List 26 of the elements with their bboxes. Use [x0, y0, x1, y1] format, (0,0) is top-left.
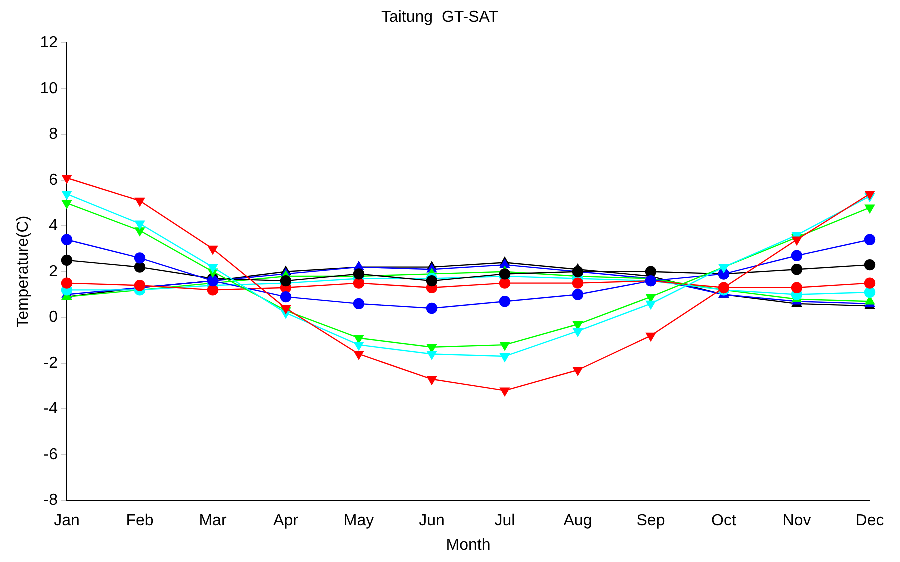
y-tick-label: -8 [44, 492, 58, 510]
y-tick-label: -6 [44, 446, 58, 464]
x-tick-label: Oct [712, 512, 737, 530]
x-tick-label: Feb [126, 512, 154, 530]
y-tick-label: 10 [40, 80, 58, 98]
x-tick-label: Apr [274, 512, 300, 530]
x-tick-label: Jul [494, 512, 516, 530]
y-tick-label: 6 [49, 172, 58, 189]
y-axis-title: Temperature(C) [15, 216, 32, 328]
y-tick-label: 4 [49, 218, 58, 235]
x-tick-label: Jan [54, 512, 80, 530]
x-tick-label: Jun [419, 512, 445, 530]
x-tick-label: Sep [636, 512, 666, 530]
x-tick-label: Dec [856, 512, 884, 530]
x-axis-title: Month [446, 536, 491, 554]
y-tick-label: 8 [49, 126, 58, 144]
x-tick-label: May [344, 512, 374, 530]
chart-title: Taitung GT-SAT [381, 9, 499, 26]
y-tick-label: -2 [44, 354, 58, 372]
y-tick-label: 0 [49, 309, 58, 326]
x-tick-label: Mar [199, 512, 228, 530]
y-tick-label: -4 [44, 400, 58, 418]
x-tick-label: Nov [782, 512, 812, 530]
y-tick-label: 12 [40, 34, 58, 52]
x-tick-label: Aug [564, 512, 592, 530]
y-tick-label: 2 [49, 263, 58, 280]
